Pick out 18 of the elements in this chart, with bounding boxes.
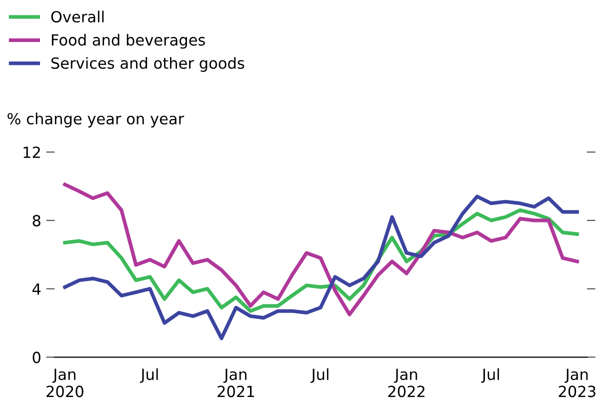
- legend-label: Overall: [51, 10, 104, 23]
- y-tick-label: 8: [32, 214, 40, 226]
- legend-label: Services and other goods: [51, 57, 244, 72]
- line-series: [63, 208, 579, 313]
- y-axis-title: % change year on year: [8, 112, 184, 128]
- y-tick-label: 0: [32, 352, 40, 364]
- legend-label: Food and beverages: [52, 34, 205, 49]
- y-tick-label: 12: [24, 146, 40, 158]
- x-tick-label: Jul: [481, 368, 499, 383]
- x-tick-label: Jul: [140, 368, 158, 383]
- x-tick-label: Jan 2020: [46, 368, 84, 398]
- line-series: [63, 182, 579, 316]
- x-tick-label: Jan 2023: [558, 368, 596, 398]
- x-tick-label: Jan 2022: [388, 368, 424, 398]
- y-tick-label: 4: [32, 283, 41, 295]
- line-series: [63, 194, 579, 340]
- x-tick-label: Jan 2021: [218, 368, 254, 398]
- x-tick-label: Jul: [310, 368, 328, 383]
